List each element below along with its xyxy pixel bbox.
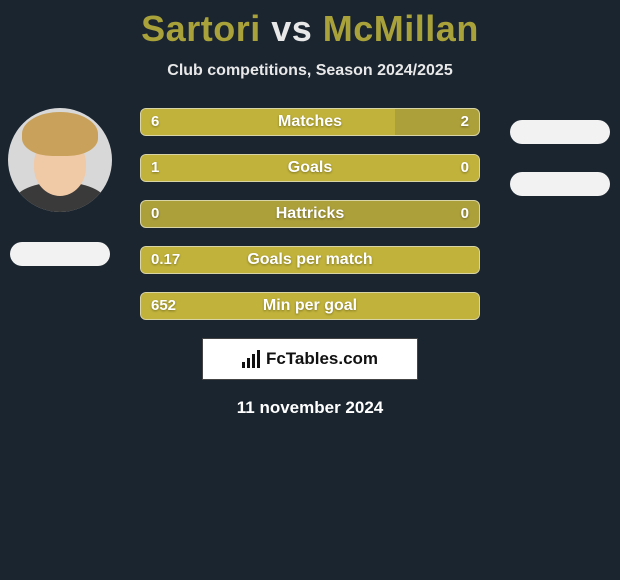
title-vs: vs — [271, 8, 312, 49]
stat-row: 652Min per goal — [140, 292, 480, 320]
date-text: 11 november 2024 — [0, 398, 620, 418]
player-column-right — [500, 108, 620, 196]
title-player-right: McMillan — [323, 8, 479, 49]
brand-chart-icon — [242, 350, 260, 368]
stat-row: 0.17Goals per match — [140, 246, 480, 274]
stat-row: 10Goals — [140, 154, 480, 182]
stat-label: Goals per match — [141, 247, 479, 273]
player-column-left — [0, 108, 120, 266]
avatar-left — [8, 108, 112, 212]
stat-bars: 62Matches 10Goals 00Hattricks 0.17Goals per… — [140, 108, 480, 320]
stat-row: 00Hattricks — [140, 200, 480, 228]
stat-label: Hattricks — [141, 201, 479, 227]
stat-label: Goals — [141, 155, 479, 181]
stat-label: Matches — [141, 109, 479, 135]
page-title: Sartori vs McMillan — [0, 0, 620, 50]
brand-card: FcTables.com — [202, 338, 418, 380]
title-player-left: Sartori — [141, 8, 261, 49]
team-pill-left — [10, 242, 110, 266]
stat-row: 62Matches — [140, 108, 480, 136]
subtitle: Club competitions, Season 2024/2025 — [0, 62, 620, 80]
brand-text: FcTables.com — [266, 349, 378, 369]
team-pill-right-1 — [510, 120, 610, 144]
team-pill-right-2 — [510, 172, 610, 196]
comparison-content: 62Matches 10Goals 00Hattricks 0.17Goals per… — [0, 108, 620, 418]
stat-label: Min per goal — [141, 293, 479, 319]
